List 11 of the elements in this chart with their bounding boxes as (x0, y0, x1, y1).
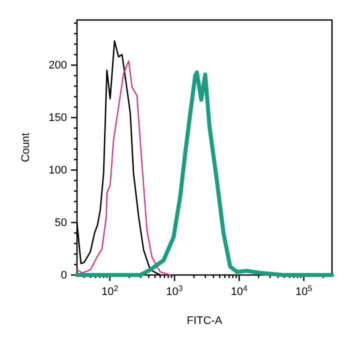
y-tick-label: 150 (48, 112, 67, 124)
y-tick-label: 200 (48, 60, 67, 72)
y-axis-title: Count (20, 132, 32, 162)
y-tick-label: 0 (60, 270, 67, 282)
x-tick-label: 10$^{2}$ (102, 283, 119, 298)
x-tick-label: 10$^{4}$ (230, 283, 248, 298)
y-tick-label: 100 (48, 164, 67, 177)
x-tick-label: 10$^{5}$ (295, 283, 313, 298)
y-tick-label: 50 (54, 217, 67, 230)
x-axis-title: FITC-A (186, 315, 223, 327)
x-tick-label: 10$^{3}$ (166, 283, 184, 298)
